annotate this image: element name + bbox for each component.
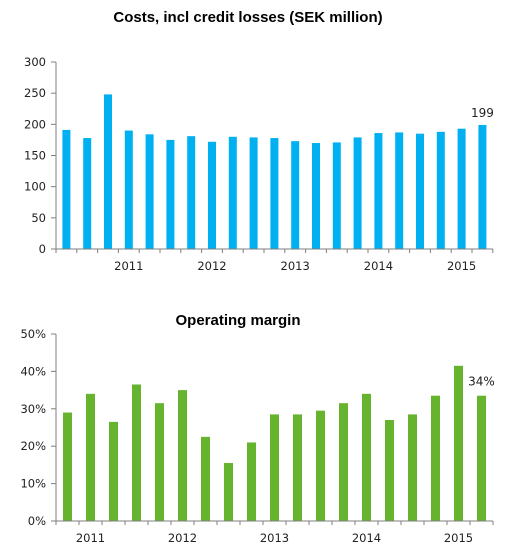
margin-bar: [431, 395, 440, 521]
costs-x-tick-label: 2013: [281, 259, 310, 273]
margin-y-tick-label: 10%: [20, 477, 46, 491]
margin-bar: [86, 393, 95, 521]
costs-x-tick-label: 2011: [114, 259, 143, 273]
costs-bar: [270, 138, 279, 249]
costs-bar: [374, 133, 383, 249]
margin-bar: [454, 365, 463, 521]
margin-bar: [408, 414, 417, 521]
margin-x-tick-label: 2011: [76, 531, 105, 545]
costs-last-value-label: 199: [471, 106, 494, 120]
costs-bar: [395, 132, 404, 249]
margin-y-tick-label: 30%: [20, 402, 46, 416]
margin-bar: [63, 412, 72, 521]
costs-x-axis-ticks: 2011 2012 2013 2014 2015: [114, 259, 476, 273]
costs-bar: [166, 139, 175, 249]
margin-bars: [63, 365, 486, 521]
margin-last-value-label: 34%: [468, 375, 495, 389]
margin-bar: [362, 393, 371, 521]
margin-bar: [178, 390, 187, 521]
margin-bar: [339, 403, 348, 521]
operating-margin-chart: Operating margin 0%10%20%30%40%50% 2011 2…: [20, 312, 494, 545]
margin-bar: [132, 384, 141, 521]
margin-y-tick-label: 40%: [20, 364, 46, 378]
costs-y-tick-label: 50: [31, 211, 46, 225]
operating-margin-chart-title: Operating margin: [175, 312, 300, 329]
costs-bar: [312, 143, 320, 249]
margin-bar: [155, 403, 164, 521]
margin-bar: [385, 420, 394, 521]
costs-bar: [416, 133, 424, 249]
costs-bar: [83, 138, 92, 249]
margin-bar: [293, 414, 302, 521]
costs-chart-title: Costs, incl credit losses (SEK million): [113, 9, 382, 26]
margin-x-tick-label: 2013: [260, 531, 289, 545]
costs-bar: [145, 134, 154, 249]
costs-y-axis-ticks: 0 50 100 150 200 250 300: [24, 55, 46, 256]
costs-bar: [249, 137, 258, 249]
margin-x-tick-label: 2015: [444, 531, 473, 545]
costs-x-tick-label: 2012: [197, 259, 226, 273]
costs-bar: [104, 94, 112, 249]
margin-bar: [224, 463, 233, 521]
costs-y-tick-label: 150: [24, 149, 46, 163]
margin-axes: [51, 333, 494, 525]
costs-bar: [291, 141, 300, 249]
costs-y-tick-label: 200: [24, 117, 46, 131]
costs-bar: [353, 137, 362, 249]
margin-bar: [109, 421, 118, 521]
margin-bar: [247, 442, 256, 521]
costs-x-tick-label: 2015: [447, 259, 476, 273]
margin-bar: [201, 436, 210, 521]
costs-bar: [228, 136, 237, 249]
margin-y-tick-label: 0%: [28, 514, 46, 528]
margin-x-tick-label: 2012: [168, 531, 197, 545]
costs-chart: Costs, incl credit losses (SEK million) …: [24, 9, 494, 273]
costs-axes: [51, 61, 494, 253]
costs-y-tick-label: 100: [24, 180, 46, 194]
costs-bar: [332, 142, 341, 249]
margin-y-tick-label: 50%: [20, 327, 46, 341]
margin-bar: [270, 414, 279, 521]
costs-bar: [124, 130, 133, 249]
margin-bar: [316, 410, 325, 521]
margin-x-tick-label: 2014: [352, 531, 381, 545]
margin-x-axis-ticks: 2011 2012 2013 2014 2015: [76, 531, 473, 545]
margin-y-tick-label: 20%: [20, 439, 46, 453]
costs-bar: [62, 129, 71, 249]
costs-x-tick-label: 2014: [364, 259, 393, 273]
costs-y-tick-label: 300: [24, 55, 46, 69]
costs-bar: [187, 136, 196, 249]
costs-y-tick-label: 0: [39, 242, 46, 256]
margin-y-axis-ticks: 0% 10% 20% 30% 40% 50%: [20, 327, 46, 528]
costs-bar: [436, 131, 445, 249]
costs-bar: [208, 141, 216, 249]
margin-bar: [477, 395, 486, 521]
costs-bar: [478, 124, 487, 249]
costs-bars: [62, 94, 487, 249]
costs-bar: [457, 128, 466, 249]
costs-y-tick-label: 250: [24, 86, 46, 100]
